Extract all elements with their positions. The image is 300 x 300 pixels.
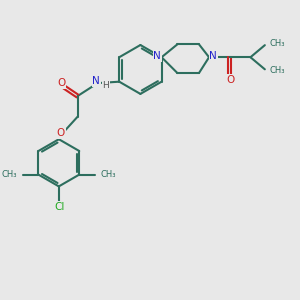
Text: O: O [226, 75, 235, 85]
Text: CH₃: CH₃ [100, 170, 116, 179]
Text: N: N [209, 51, 217, 61]
Text: CH₃: CH₃ [2, 170, 17, 179]
Text: Cl: Cl [54, 202, 64, 212]
Text: O: O [57, 78, 65, 88]
Text: H: H [102, 81, 109, 90]
Text: N: N [92, 76, 100, 86]
Text: N: N [153, 51, 161, 61]
Text: O: O [57, 128, 65, 138]
Text: CH₃: CH₃ [269, 39, 285, 48]
Text: CH₃: CH₃ [269, 66, 285, 75]
